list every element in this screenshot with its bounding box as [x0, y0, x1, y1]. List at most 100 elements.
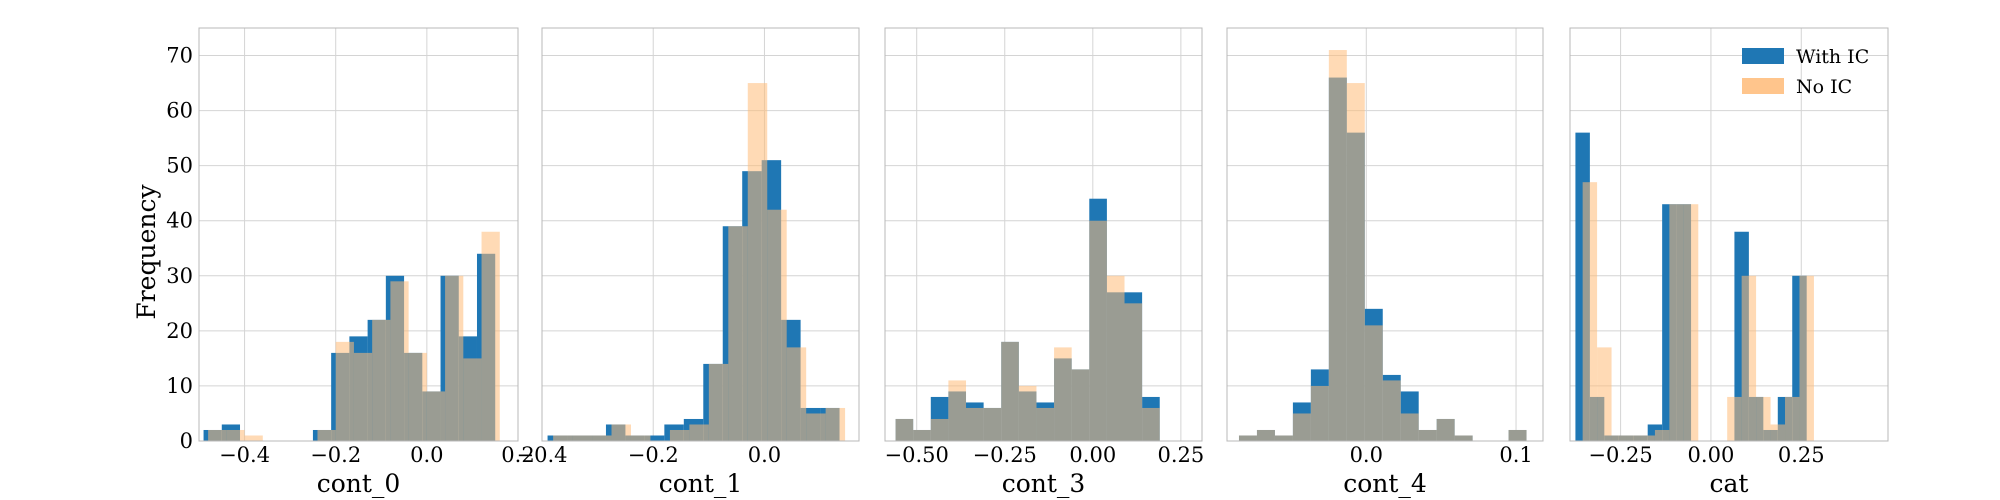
- bar-no-ic: [1741, 275, 1757, 441]
- bar-no-ic: [1785, 396, 1800, 441]
- x-tick-label: 0.00: [1688, 443, 1735, 467]
- x-tick-label: −0.50: [885, 443, 949, 467]
- bar-no-ic: [948, 380, 967, 441]
- bar-no-ic: [1001, 341, 1019, 441]
- bar-no-ic: [1346, 83, 1365, 442]
- bar-no-ic: [689, 424, 709, 441]
- y-tick-label: 10: [166, 374, 193, 398]
- bar-no-ic: [825, 407, 846, 441]
- bar-no-ic: [353, 352, 373, 441]
- bar-no-ic: [1626, 435, 1641, 441]
- bar-no-ic: [630, 435, 651, 441]
- y-axis-label: Frequency: [132, 184, 161, 320]
- y-tick-label: 0: [180, 429, 193, 453]
- y-tick-label: 20: [166, 319, 193, 343]
- bar-no-ic: [1640, 435, 1655, 441]
- y-tick-label: 60: [166, 99, 193, 123]
- bar-no-ic: [1683, 204, 1699, 441]
- bar-no-ic: [1328, 50, 1347, 441]
- bar-no-ic: [335, 341, 354, 441]
- bar-no-ic: [1292, 413, 1311, 441]
- legend: With IC No IC: [1742, 46, 1869, 98]
- bar-no-ic: [244, 435, 263, 441]
- bar-no-ic: [1727, 396, 1742, 441]
- x-tick-label: 0.25: [1778, 443, 1825, 467]
- x-tick-label: 0.0: [410, 443, 443, 467]
- histogram-panel-cont_0: −0.4 −0.2 0.0 0.2 cont_0 0 10 20 30 40 50 60 70: [166, 27, 535, 498]
- bar-no-ic: [913, 429, 931, 441]
- bar-no-ic: [708, 363, 729, 441]
- bar-no-ic: [728, 226, 748, 441]
- bar-no-ic: [1238, 435, 1257, 441]
- bar-no-ic: [1597, 347, 1612, 441]
- bar-no-ic: [553, 435, 573, 441]
- bar-no-ic: [895, 418, 914, 441]
- bar-no-ic: [786, 347, 807, 441]
- histogram-panel-cont_4: 0.0 0.1 cont_4: [1226, 27, 1544, 498]
- histogram-panel-cat: −0.25 0.00 0.25 cat: [1569, 27, 1889, 498]
- bar-no-ic: [747, 83, 768, 442]
- x-axis-label-cont_0: cont_0: [317, 469, 401, 498]
- bar-no-ic: [1382, 380, 1401, 441]
- x-tick-label: 0.2: [501, 443, 534, 467]
- bar-no-ic: [1089, 220, 1107, 441]
- bar-no-ic: [1454, 435, 1473, 441]
- legend-label: No IC: [1796, 76, 1852, 98]
- bar-no-ic: [1611, 435, 1627, 441]
- x-tick-label: −0.25: [1588, 443, 1652, 467]
- panel-frame: [1226, 27, 1544, 442]
- histogram-panel-cont_3: −0.50 −0.25 0.00 0.25 cont_3: [884, 27, 1204, 498]
- bar-no-ic: [208, 429, 227, 441]
- y-tick-label: 70: [166, 44, 193, 68]
- bar-no-ic: [1756, 396, 1771, 441]
- x-tick-label: −0.4: [219, 443, 270, 467]
- y-tick-label: 40: [166, 209, 193, 233]
- bar-with-ic: [644, 435, 665, 441]
- bar-no-ic: [1274, 435, 1293, 441]
- bar-no-ic: [1654, 429, 1670, 441]
- panel-frame: [198, 27, 519, 442]
- bar-no-ic: [1418, 429, 1437, 441]
- bar-no-ic: [572, 435, 593, 441]
- bar-no-ic: [1436, 418, 1455, 441]
- bar-no-ic: [1142, 407, 1160, 441]
- bar-no-ic: [463, 358, 482, 441]
- bar-no-ic: [1071, 369, 1090, 441]
- bar-no-ic: [983, 407, 1002, 441]
- bar-no-ic: [1799, 275, 1814, 441]
- bar-no-ic: [1508, 429, 1527, 441]
- legend-swatch: [1742, 48, 1784, 64]
- bar-no-ic: [1364, 325, 1383, 441]
- bar-no-ic: [767, 209, 787, 441]
- x-axis-label-cont_3: cont_3: [1002, 469, 1086, 498]
- y-tick-label: 30: [166, 264, 193, 288]
- bar-no-ic: [806, 413, 826, 441]
- bar-no-ic: [1106, 275, 1125, 441]
- panel-frame: [541, 27, 860, 442]
- bar-no-ic: [1669, 204, 1684, 441]
- bar-no-ic: [426, 391, 446, 441]
- bar-no-ic: [1018, 385, 1037, 441]
- bar-no-ic: [1400, 413, 1419, 441]
- x-tick-label: 0.1: [1499, 443, 1532, 467]
- bar-no-ic: [445, 275, 464, 441]
- bar-no-ic: [226, 429, 245, 441]
- bar-no-ic: [390, 281, 409, 441]
- panel-frame: [884, 27, 1203, 442]
- bar-no-ic: [1054, 347, 1072, 441]
- x-tick-label: −0.25: [973, 443, 1037, 467]
- x-tick-label: 0.25: [1157, 443, 1204, 467]
- bar-no-ic: [481, 231, 500, 441]
- bar-no-ic: [372, 319, 391, 441]
- bar-no-ic: [1310, 385, 1329, 441]
- x-tick-label: −0.4: [517, 443, 568, 467]
- legend-swatch: [1742, 78, 1784, 94]
- bar-no-ic: [1770, 424, 1786, 441]
- bar-no-ic: [408, 352, 427, 441]
- x-tick-label: −0.2: [310, 443, 361, 467]
- bar-no-ic: [1124, 303, 1143, 441]
- bar-no-ic: [317, 429, 336, 441]
- bar-no-ic: [669, 429, 690, 441]
